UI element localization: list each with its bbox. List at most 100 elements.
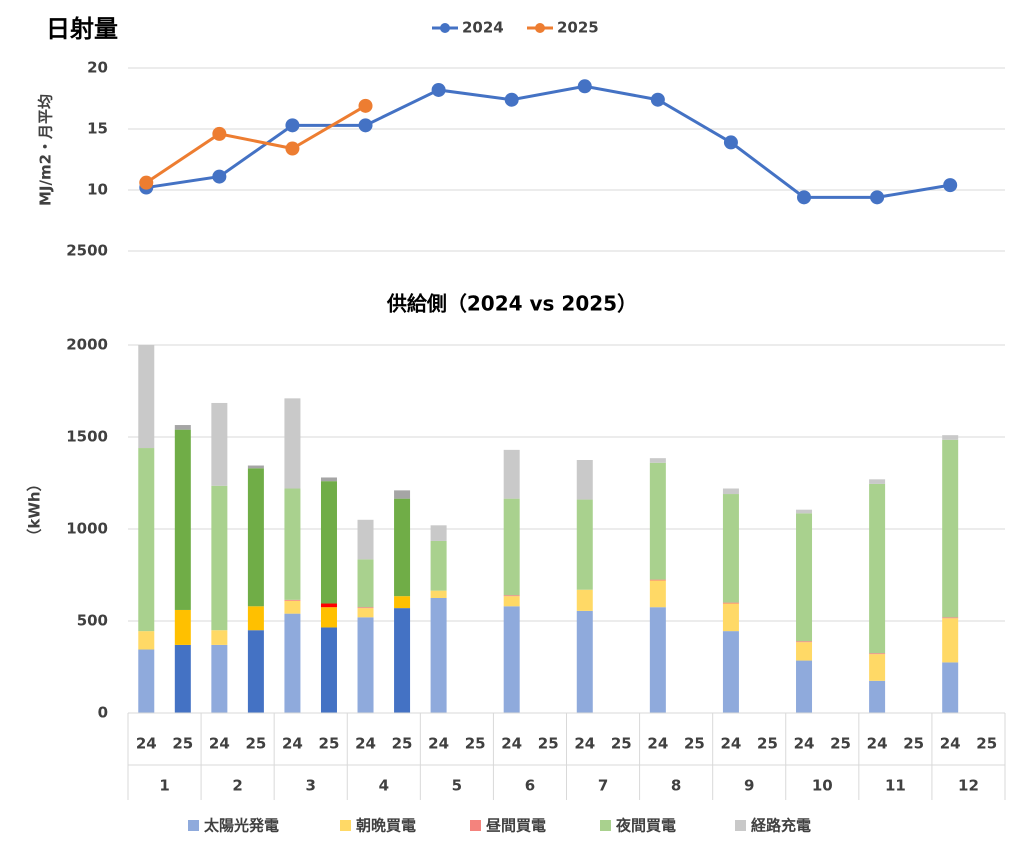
x-sub-label: 24 [794,735,815,753]
point [285,118,300,133]
point [943,178,958,193]
x-sub-label: 25 [976,735,997,753]
legend-marker [440,23,450,33]
point [139,175,154,190]
bar-segment [284,600,301,614]
bar-segment [138,345,155,449]
bar-segment [430,540,447,591]
bar-segment [576,460,593,500]
legend-swatch [735,820,746,831]
bar-segment [357,519,374,560]
bar-segment [503,596,520,607]
bar-segment [649,462,666,580]
x-sub-label: 24 [428,735,449,753]
y-tick-label: 500 [77,612,108,630]
x-group-label: 8 [671,777,681,795]
bar-segment [174,644,191,713]
bar-segment [174,609,191,645]
y-tick-label: 15 [87,120,108,138]
x-sub-label: 25 [757,735,778,753]
bar-segment [247,630,264,713]
bar-segment [869,653,886,655]
bar-segment [796,513,813,642]
point [797,190,812,205]
x-sub-label: 24 [867,735,888,753]
y-tick-label: 10 [87,181,108,199]
bar-segment [320,477,337,482]
bar-segment [284,613,301,713]
bar-segment [942,618,959,663]
x-sub-label: 25 [684,735,705,753]
x-sub-label: 25 [538,735,559,753]
series-line [145,104,367,184]
bar-segment [796,641,813,643]
bar-segment [394,490,411,499]
bar-segment [320,607,337,628]
bar-segment [211,630,228,645]
y-tick-label: 2500 [66,242,108,260]
point [431,82,446,97]
line-y-label: MJ/m2・月平均 [37,94,55,206]
x-sub-label: 24 [136,735,157,753]
legend-swatch [600,820,611,831]
bar-segment [576,610,593,713]
legend-label: 太陽光発電 [204,817,279,835]
point [577,79,592,94]
bar-segment [722,631,739,713]
point [504,92,519,107]
x-group-label: 7 [598,777,608,795]
bar-segment [394,608,411,713]
bar-segment [576,499,593,590]
bar-segment [869,654,886,681]
bar-segment [722,602,739,604]
bar-segment [211,402,228,486]
bar-segment [942,617,959,619]
legend-marker [535,23,545,33]
y-tick-label: 0 [98,704,108,722]
x-sub-label: 25 [830,735,851,753]
bar-segment [649,580,666,608]
x-sub-label: 24 [355,735,376,753]
bar-segment [320,627,337,713]
bar-segment [722,494,739,603]
x-sub-label: 24 [647,735,668,753]
bar-segment [796,509,813,514]
x-group-label: 5 [452,777,462,795]
bar-segment [649,579,666,581]
bar-title: 供給側（2024 vs 2025） [386,292,637,316]
bar-segment [649,458,666,463]
bar-segment [796,642,813,661]
bar-segment [942,435,959,440]
x-group-label: 3 [305,777,315,795]
bar-segment [576,589,593,611]
x-group-label: 11 [885,777,906,795]
point [212,169,227,184]
x-sub-label: 25 [319,735,340,753]
bar-segment [394,596,411,609]
y-tick-label: 1500 [66,428,108,446]
bar-segment [649,607,666,713]
bar-segment [869,483,886,654]
x-sub-label: 24 [940,735,961,753]
point [870,190,885,205]
series-line [146,84,951,199]
y-tick-label: 1000 [66,520,108,538]
x-sub-label: 25 [245,735,266,753]
x-group-label: 2 [232,777,242,795]
legend-label: 夜間買電 [615,817,676,835]
x-sub-label: 24 [721,735,742,753]
bar-segment [394,498,411,597]
bar-segment [138,649,155,713]
point [358,98,373,113]
y-tick-label: 2000 [66,336,108,354]
bar-segment [138,448,155,632]
x-sub-label: 25 [465,735,486,753]
bar-segment [174,429,191,610]
x-sub-label: 25 [172,735,193,753]
bar-segment [247,468,264,607]
point [212,126,227,141]
bar-segment [320,481,337,604]
bar-segment [357,607,374,609]
legend-label: 2025 [557,19,599,37]
